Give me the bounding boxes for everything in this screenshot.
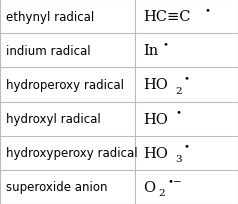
- Text: 2: 2: [175, 86, 182, 95]
- Text: hydroxyperoxy radical: hydroxyperoxy radical: [6, 146, 138, 160]
- Text: •: •: [184, 74, 190, 83]
- Text: HO: HO: [143, 78, 168, 92]
- Text: •: •: [204, 6, 210, 15]
- Text: •: •: [175, 108, 181, 117]
- Text: O: O: [143, 180, 155, 194]
- Text: superoxide anion: superoxide anion: [6, 181, 108, 193]
- Text: •: •: [163, 40, 169, 49]
- Text: HO: HO: [143, 112, 168, 126]
- Text: HC≡C: HC≡C: [143, 10, 190, 24]
- Text: HO: HO: [143, 146, 168, 160]
- Text: indium radical: indium radical: [6, 44, 91, 58]
- Text: 3: 3: [175, 154, 182, 163]
- Text: hydroperoxy radical: hydroperoxy radical: [6, 79, 124, 91]
- Text: ethynyl radical: ethynyl radical: [6, 11, 94, 23]
- Text: •: •: [184, 142, 190, 151]
- Text: In: In: [143, 44, 158, 58]
- Text: •−: •−: [167, 176, 182, 185]
- Text: 2: 2: [159, 188, 165, 197]
- Text: hydroxyl radical: hydroxyl radical: [6, 113, 101, 125]
